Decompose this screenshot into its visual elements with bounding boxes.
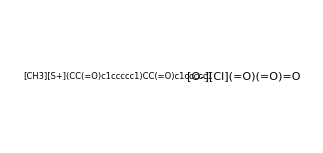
Text: [CH3][S+](CC(=O)c1ccccc1)CC(=O)c1ccccc1: [CH3][S+](CC(=O)c1ccccc1)CC(=O)c1ccccc1	[23, 72, 213, 81]
Text: [O-][Cl](=O)(=O)=O: [O-][Cl](=O)(=O)=O	[187, 71, 301, 82]
